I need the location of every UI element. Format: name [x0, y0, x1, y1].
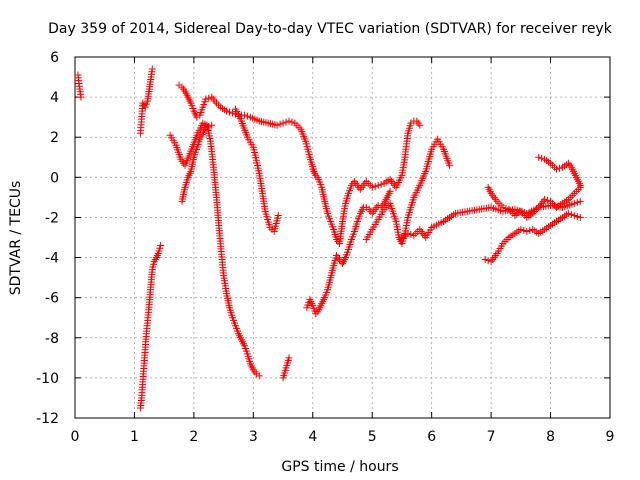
data-point: [407, 230, 415, 238]
data-point: [520, 226, 528, 234]
data-point: [368, 183, 376, 191]
data-point: [276, 120, 284, 128]
x-tick-label: 7: [487, 429, 496, 445]
data-point: [576, 213, 584, 221]
data-point: [570, 211, 578, 219]
data-point: [205, 122, 213, 130]
x-tick-label: 4: [308, 429, 317, 445]
data-point: [229, 109, 237, 117]
x-tick-label: 9: [606, 429, 615, 445]
data-point: [274, 211, 282, 219]
plot-frame: [74, 56, 611, 419]
series-s7: [232, 105, 282, 235]
data-point: [555, 164, 563, 172]
data-point: [255, 372, 263, 380]
data-point: [282, 118, 290, 126]
series-s15: [535, 153, 584, 189]
y-tick-label: 6: [50, 50, 59, 66]
series-s14: [484, 183, 584, 221]
data-point: [523, 227, 531, 235]
y-tick-label: -6: [45, 291, 59, 307]
data-point: [570, 199, 578, 207]
data-point: [535, 153, 543, 161]
data-point: [142, 100, 150, 108]
chart-title: Day 359 of 2014, Sidereal Day-to-day VTE…: [48, 21, 613, 37]
y-tick-label: -8: [45, 331, 59, 347]
x-axis-label: GPS time / hours: [281, 459, 398, 475]
data-point: [223, 107, 231, 115]
data-point: [377, 180, 385, 188]
y-axis-label: SDTVAR / TECUs: [8, 181, 24, 296]
data-point: [446, 161, 453, 169]
x-tick-label: 1: [130, 429, 139, 445]
series-s6: [178, 121, 216, 205]
data-point: [141, 103, 149, 111]
data-point: [499, 203, 507, 211]
y-tick-label: -10: [36, 371, 59, 387]
data-point: [240, 111, 248, 119]
series-s10: [309, 117, 424, 248]
data-point: [202, 123, 210, 131]
data-point: [243, 112, 251, 120]
data-point: [553, 165, 560, 173]
data-point: [573, 198, 581, 206]
data-points: [74, 65, 584, 412]
data-point: [481, 256, 489, 264]
y-tick-label: 4: [50, 90, 59, 106]
data-point: [416, 121, 424, 129]
x-tick-label: 5: [368, 429, 377, 445]
data-point: [517, 225, 525, 233]
data-point: [208, 121, 216, 129]
y-tick-label: 0: [50, 170, 59, 186]
axes: 0 1 2 3 4 5 6 7 8 9 -12 -10 -8 -6 -4 -2 0 2 4 6: [36, 50, 614, 445]
data-point: [279, 119, 287, 127]
x-tick-label: 0: [71, 429, 80, 445]
data-point: [564, 209, 572, 217]
data-point: [374, 181, 382, 189]
y-tick-label: -12: [36, 411, 59, 427]
x-tick-label: 3: [249, 429, 258, 445]
x-tick-label: 8: [546, 429, 555, 445]
data-point: [371, 182, 379, 190]
data-point: [386, 187, 394, 195]
series-s4: [166, 119, 263, 380]
series-s2: [136, 242, 165, 412]
data-point: [285, 354, 293, 362]
data-point: [148, 65, 156, 73]
data-point: [576, 197, 584, 205]
series-s9: [303, 187, 394, 318]
data-point: [226, 108, 234, 116]
x-tick-label: 2: [189, 429, 198, 445]
data-point: [576, 181, 584, 189]
y-tick-label: 2: [50, 130, 59, 146]
data-point: [273, 121, 281, 129]
series-s8: [279, 354, 293, 382]
y-tick-label: -4: [45, 251, 59, 267]
data-point: [157, 242, 165, 250]
data-point: [541, 195, 549, 203]
series-s1: [74, 71, 85, 101]
series-s13: [481, 209, 584, 266]
y-tick-label: -2: [45, 210, 59, 226]
data-point: [404, 229, 412, 237]
data-point: [285, 117, 293, 125]
data-point: [538, 154, 546, 162]
data-point: [288, 118, 296, 126]
data-point: [544, 196, 552, 204]
x-tick-label: 6: [427, 429, 436, 445]
data-point: [205, 94, 213, 102]
data-point: [484, 257, 492, 265]
series-s5: [175, 81, 318, 175]
data-point: [567, 210, 575, 218]
data-point: [502, 204, 510, 212]
data-point: [202, 95, 210, 103]
data-point: [77, 93, 85, 101]
data-point: [573, 212, 581, 220]
series-s3: [136, 65, 156, 137]
